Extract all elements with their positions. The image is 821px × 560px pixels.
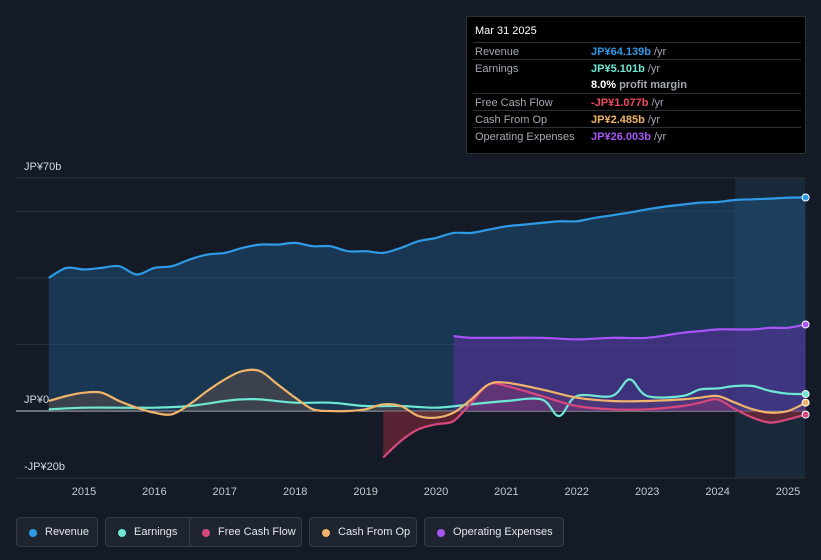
tooltip-label: Revenue bbox=[475, 46, 520, 58]
x-tick-label: 2016 bbox=[142, 486, 166, 498]
operating-expenses-line bbox=[453, 323, 806, 341]
legend-label: Operating Expenses bbox=[453, 526, 553, 538]
legend-dot-icon bbox=[437, 529, 445, 537]
revenue-line bbox=[48, 196, 806, 279]
legend-label: Earnings bbox=[134, 526, 178, 538]
legend-label: Cash From Op bbox=[338, 526, 411, 538]
tooltip-label: Cash From Op bbox=[475, 114, 548, 126]
x-tick-label: 2015 bbox=[72, 486, 96, 498]
legend-dot-icon bbox=[322, 529, 330, 537]
tooltip-row-cash-from-op: Cash From Op JP¥2.485b/yr bbox=[473, 110, 801, 128]
y-tick-label: JP¥0 bbox=[24, 394, 49, 406]
cash-from-op-end-marker bbox=[801, 398, 810, 407]
x-tick-label: 2017 bbox=[213, 486, 237, 498]
legend-item-revenue[interactable]: Revenue bbox=[16, 517, 98, 547]
tooltip-row-free-cash-flow: Free Cash Flow -JP¥1.077b/yr bbox=[473, 93, 801, 111]
legend-item-cash-from-op[interactable]: Cash From Op bbox=[309, 517, 417, 547]
y-tick-label: -JP¥20b bbox=[24, 461, 65, 473]
tooltip-row-earnings: Earnings JP¥5.101b/yr bbox=[473, 59, 801, 77]
earnings-line bbox=[48, 378, 806, 418]
operating-expenses-end-marker bbox=[801, 320, 810, 329]
tooltip-label: Earnings bbox=[475, 63, 519, 75]
tooltip-value: 8.0% profit margin bbox=[591, 79, 687, 91]
x-axis-labels: 2015 2016 2017 2018 2019 2020 2021 2022 2023 2024… bbox=[72, 486, 800, 498]
revenue-end-marker bbox=[801, 193, 810, 202]
legend-item-free-cash-flow[interactable]: Free Cash Flow bbox=[189, 517, 302, 547]
legend-dot-icon bbox=[118, 529, 126, 537]
tooltip-label: Free Cash Flow bbox=[475, 97, 553, 109]
x-tick-label: 2018 bbox=[283, 486, 307, 498]
tooltip-row-revenue: Revenue JP¥64.139b/yr bbox=[473, 42, 801, 60]
legend-dot-icon bbox=[29, 529, 37, 537]
legend-label: Free Cash Flow bbox=[218, 526, 296, 538]
tooltip-date: Mar 31 2025 bbox=[475, 25, 537, 37]
tooltip-value: JP¥5.101b/yr bbox=[591, 63, 661, 75]
end-markers bbox=[801, 193, 810, 419]
tooltip-row-margin: 8.0% profit margin bbox=[473, 76, 801, 93]
tooltip-row-operating-expenses: Operating Expenses JP¥26.003b/yr bbox=[473, 127, 801, 145]
data-tooltip: Mar 31 2025 Revenue JP¥64.139b/yr Earnin… bbox=[466, 16, 806, 154]
x-tick-label: 2022 bbox=[565, 486, 589, 498]
x-tick-label: 2019 bbox=[353, 486, 377, 498]
legend-item-operating-expenses[interactable]: Operating Expenses bbox=[424, 517, 564, 547]
tooltip-value: -JP¥1.077b/yr bbox=[591, 97, 664, 109]
series-lines bbox=[48, 196, 807, 459]
cash-from-op-line bbox=[48, 368, 807, 420]
y-axis-labels: JP¥70b JP¥0 -JP¥20b bbox=[24, 161, 65, 473]
legend-dot-icon bbox=[202, 529, 210, 537]
tooltip-value: JP¥26.003b/yr bbox=[591, 131, 667, 143]
x-tick-label: 2024 bbox=[705, 486, 729, 498]
x-tick-label: 2023 bbox=[635, 486, 659, 498]
tooltip-value: JP¥2.485b/yr bbox=[591, 114, 661, 126]
free-cash-flow-end-marker bbox=[801, 410, 810, 419]
x-tick-label: 2021 bbox=[494, 486, 518, 498]
y-tick-label: JP¥70b bbox=[24, 161, 61, 173]
legend-item-earnings[interactable]: Earnings bbox=[105, 517, 200, 547]
x-tick-label: 2025 bbox=[776, 486, 800, 498]
earnings-end-marker bbox=[801, 390, 810, 399]
tooltip-value: JP¥64.139b/yr bbox=[591, 46, 667, 58]
tooltip-label: Operating Expenses bbox=[475, 131, 575, 143]
free-cash-flow-line bbox=[382, 382, 806, 459]
x-tick-label: 2020 bbox=[424, 486, 448, 498]
legend-label: Revenue bbox=[45, 526, 90, 538]
